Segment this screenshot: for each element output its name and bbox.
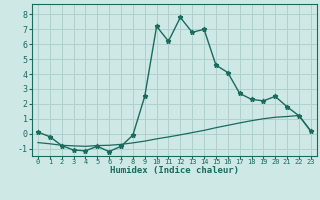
X-axis label: Humidex (Indice chaleur): Humidex (Indice chaleur) [110,166,239,175]
